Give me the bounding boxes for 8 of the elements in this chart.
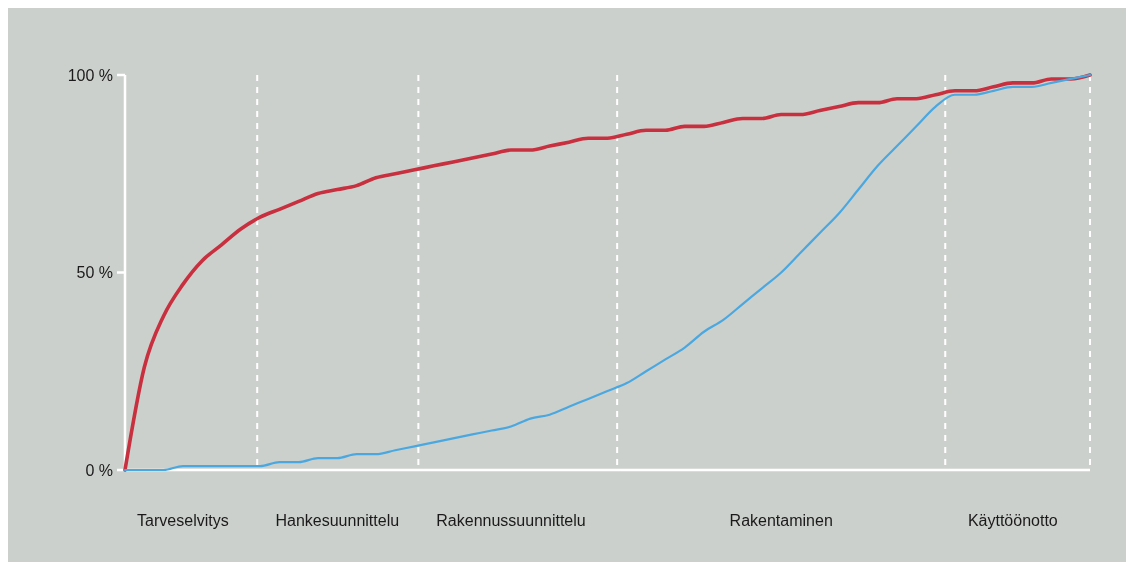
x-tick-label: Rakentaminen (729, 512, 833, 529)
x-tick-label: Käyttöönotto (967, 512, 1058, 529)
y-tick-label: 0 % (85, 461, 113, 479)
x-tick-label: Rakennussuunnittelu (436, 512, 586, 529)
x-tick-label: Hankesuunnittelu (275, 512, 400, 529)
x-tick-label: Tarveselvitys (137, 512, 229, 529)
y-tick-label: 100 % (67, 66, 113, 84)
y-tick-label: 50 % (76, 264, 113, 282)
